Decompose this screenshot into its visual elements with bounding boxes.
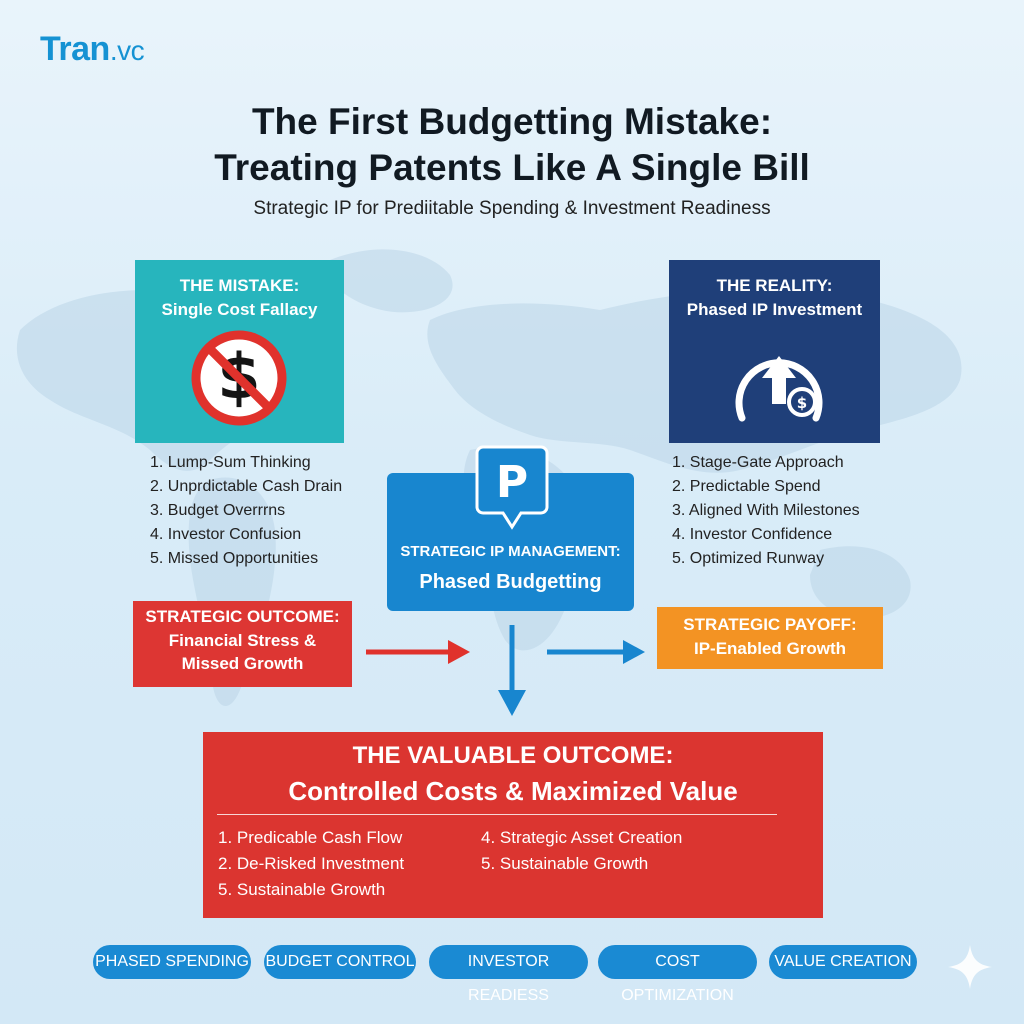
reality-heading: THE REALITY:	[716, 276, 833, 295]
logo-name: Tran	[40, 30, 110, 68]
arrow-down-to-value	[498, 625, 526, 716]
strategic-payoff-line-1: IP-Enabled Growth	[693, 639, 847, 658]
no-dollar-icon: $	[191, 330, 287, 426]
strategic-outcome-box: STRATEGIC OUTCOME: Financial Stress & Mi…	[133, 601, 352, 687]
list-item: 5. Missed Opportunities	[150, 550, 319, 567]
strategic-payoff-box: STRATEGIC PAYOFF: IP-Enabled Growth	[657, 607, 883, 669]
divider	[217, 814, 777, 815]
valuable-list-col-2: 4. Strategic Asset Creation 5. Sustainab…	[481, 825, 682, 877]
brand-logo: Tran.vc	[40, 30, 145, 69]
logo-tld: .vc	[109, 35, 145, 66]
list-item: 2. Predictable Spend	[672, 478, 821, 495]
list-item: 1. Stage-Gate Approach	[672, 454, 844, 471]
list-item: 1. Lump-Sum Thinking	[150, 454, 311, 471]
strategic-outcome-heading: STRATEGIC OUTCOME:	[145, 607, 340, 626]
reality-card: THE REALITY: Phased IP Investment $	[669, 260, 880, 443]
svg-text:$: $	[797, 394, 807, 412]
sparkle-icon	[948, 945, 992, 989]
valuable-subheading: Controlled Costs & Maximized Value	[288, 776, 738, 806]
list-item: 3. Budget Overrrns	[150, 502, 286, 519]
mistake-card: THE MISTAKE: Single Cost Fallacy $	[135, 260, 344, 443]
list-item: 4. Strategic Asset Creation	[481, 828, 683, 847]
pill-phased-spending: PHASED SPENDING	[93, 945, 251, 979]
page-title-line-2: Treating Patents Like A Single Bill	[214, 147, 810, 188]
strategic-outcome-line-1: Financial Stress &	[168, 631, 317, 650]
list-item: 4. Investor Confusion	[150, 526, 302, 543]
mistake-subheading: Single Cost Fallacy	[161, 300, 318, 319]
patent-badge-letter: P	[496, 457, 528, 508]
list-item: 1. Predicable Cash Flow	[218, 828, 403, 847]
central-heading: STRATEGIC IP MANAGEMENT:	[400, 543, 621, 560]
list-item: 5. Optimized Runway	[672, 550, 825, 567]
reality-list: 1. Stage-Gate Approach 2. Predictable Sp…	[672, 451, 860, 571]
patent-badge-icon: P	[475, 445, 549, 530]
valuable-outcome-box: THE VALUABLE OUTCOME: Controlled Costs &…	[203, 732, 823, 918]
pill-cost-optimization: COST OPTIMIZATION	[598, 945, 757, 1004]
strategic-payoff-heading: STRATEGIC PAYOFF:	[683, 615, 857, 634]
reality-subheading: Phased IP Investment	[686, 300, 863, 319]
page-title-line-1: The First Budgetting Mistake:	[251, 101, 773, 142]
mistake-heading: THE MISTAKE:	[179, 276, 300, 295]
strategic-outcome-line-2: Missed Growth	[181, 654, 304, 673]
list-item: 5. Sustainable Growth	[481, 854, 649, 873]
pill-investor-readiess: INVESTOR READIESS	[429, 945, 588, 1004]
list-item: 2. De-Risked Investment	[218, 854, 405, 873]
list-item: 5. Sustainable Growth	[218, 880, 386, 899]
list-item: 4. Investor Confidence	[672, 526, 833, 543]
valuable-list-col-1: 1. Predicable Cash Flow 2. De-Risked Inv…	[218, 825, 404, 903]
pill-budget-control: BUDGET CONTROL	[264, 945, 416, 979]
page-subtitle: Strategic IP for Prediitable Spending & …	[253, 198, 771, 219]
pill-value-creation: VALUE CREATION	[769, 945, 917, 979]
list-item: 3. Aligned With Milestones	[672, 502, 860, 519]
list-item: 2. Unprdictable Cash Drain	[150, 478, 343, 495]
growth-dollar-icon: $	[735, 356, 823, 422]
valuable-heading: THE VALUABLE OUTCOME:	[352, 742, 674, 769]
arrow-to-payoff	[547, 640, 645, 664]
mistake-list: 1. Lump-Sum Thinking 2. Unprdictable Cas…	[150, 451, 342, 571]
arrow-to-outcome	[366, 640, 470, 664]
central-subheading: Phased Budgetting	[419, 571, 602, 593]
